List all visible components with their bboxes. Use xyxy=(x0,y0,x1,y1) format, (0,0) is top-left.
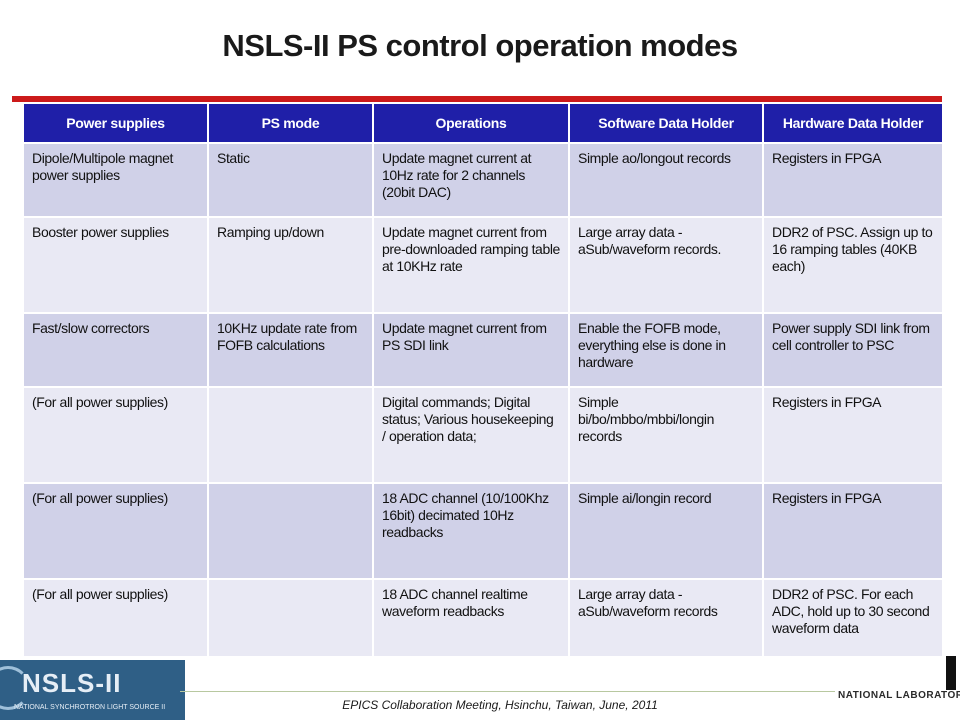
logo-text: NATIONAL LABORATORY xyxy=(838,690,960,701)
cell-operations: Update magnet current at 10Hz rate for 2… xyxy=(372,142,570,218)
cell-software-data-holder: Simple ao/longout records xyxy=(568,142,764,218)
table-row: Fast/slow correctors 10KHz update rate f… xyxy=(22,312,944,388)
cell-software-data-holder: Simple bi/bo/mbbo/mbbi/longin records xyxy=(568,386,764,484)
cell-power-supplies: Dipole/Multipole magnet power supplies xyxy=(22,142,209,218)
logo-swirl-icon xyxy=(0,666,30,710)
nsls-ii-logo: NSLS-II NATIONAL SYNCHROTRON LIGHT SOURC… xyxy=(0,660,185,720)
cell-operations: Digital commands; Digital status; Variou… xyxy=(372,386,570,484)
table-row: Booster power supplies Ramping up/down U… xyxy=(22,216,944,314)
table-row: (For all power supplies) 18 ADC channel … xyxy=(22,482,944,580)
cell-power-supplies: Booster power supplies xyxy=(22,216,209,314)
cell-operations: Update magnet current from PS SDI link xyxy=(372,312,570,388)
logo-bar-icon xyxy=(946,656,956,690)
cell-ps-mode: Ramping up/down xyxy=(207,216,374,314)
cell-operations: Update magnet current from pre-downloade… xyxy=(372,216,570,314)
cell-ps-mode xyxy=(207,578,374,658)
header-software-data-holder: Software Data Holder xyxy=(568,102,764,144)
table-row: Dipole/Multipole magnet power supplies S… xyxy=(22,142,944,218)
title-underline xyxy=(12,96,942,102)
logo-subtitle: NATIONAL SYNCHROTRON LIGHT SOURCE II xyxy=(14,704,166,711)
national-laboratory-logo: NATIONAL LABORATORY xyxy=(838,656,960,708)
footer-text: EPICS Collaboration Meeting, Hsinchu, Ta… xyxy=(342,698,658,712)
cell-hardware-data-holder: Registers in FPGA xyxy=(762,142,944,218)
cell-hardware-data-holder: DDR2 of PSC. For each ADC, hold up to 30… xyxy=(762,578,944,658)
cell-hardware-data-holder: Registers in FPGA xyxy=(762,482,944,580)
table-row: (For all power supplies) 18 ADC channel … xyxy=(22,578,944,658)
cell-ps-mode: 10KHz update rate from FOFB calculations xyxy=(207,312,374,388)
cell-operations: 18 ADC channel realtime waveform readbac… xyxy=(372,578,570,658)
cell-power-supplies: (For all power supplies) xyxy=(22,482,209,580)
cell-power-supplies: Fast/slow correctors xyxy=(22,312,209,388)
header-operations: Operations xyxy=(372,102,570,144)
cell-power-supplies: (For all power supplies) xyxy=(22,578,209,658)
cell-hardware-data-holder: DDR2 of PSC. Assign up to 16 ramping tab… xyxy=(762,216,944,314)
cell-ps-mode: Static xyxy=(207,142,374,218)
table-row: (For all power supplies) Digital command… xyxy=(22,386,944,484)
header-ps-mode: PS mode xyxy=(207,102,374,144)
slide-title: NSLS-II PS control operation modes xyxy=(222,28,738,63)
cell-software-data-holder: Large array data - aSub/waveform records xyxy=(568,578,764,658)
cell-hardware-data-holder: Power supply SDI link from cell controll… xyxy=(762,312,944,388)
cell-power-supplies: (For all power supplies) xyxy=(22,386,209,484)
header-power-supplies: Power supplies xyxy=(22,102,209,144)
footer-divider xyxy=(180,691,835,692)
table-header-row: Power supplies PS mode Operations Softwa… xyxy=(22,102,944,144)
cell-operations: 18 ADC channel (10/100Khz 16bit) decimat… xyxy=(372,482,570,580)
cell-software-data-holder: Enable the FOFB mode, everything else is… xyxy=(568,312,764,388)
header-hardware-data-holder: Hardware Data Holder xyxy=(762,102,944,144)
logo-mark: NSLS-II xyxy=(22,668,122,698)
cell-ps-mode xyxy=(207,386,374,484)
cell-software-data-holder: Large array data - aSub/waveform records… xyxy=(568,216,764,314)
operation-modes-table: Power supplies PS mode Operations Softwa… xyxy=(22,102,944,658)
cell-software-data-holder: Simple ai/longin record xyxy=(568,482,764,580)
cell-hardware-data-holder: Registers in FPGA xyxy=(762,386,944,484)
cell-ps-mode xyxy=(207,482,374,580)
